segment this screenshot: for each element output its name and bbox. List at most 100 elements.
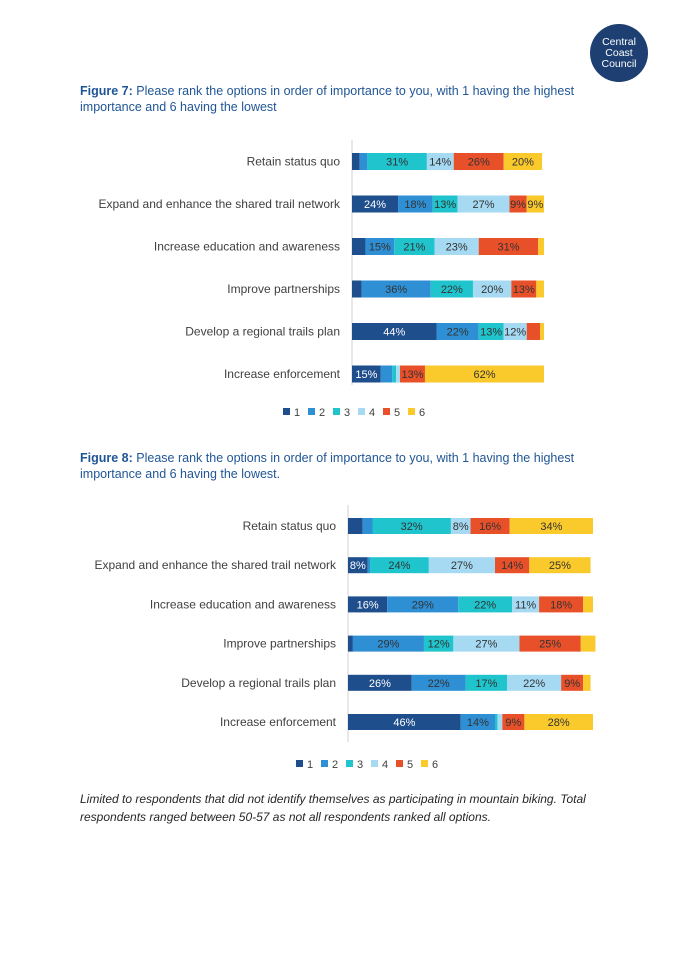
data-label: 14%	[501, 560, 523, 572]
bar-segment-rank-1	[348, 557, 368, 574]
bar-segment-rank-5	[511, 280, 537, 298]
bar-segment-rank-2	[362, 518, 373, 534]
legend-swatch	[283, 408, 290, 415]
data-label: 22%	[441, 284, 463, 296]
bar-segment-rank-5	[539, 596, 584, 613]
data-label: 12%	[428, 639, 450, 651]
bar-segment-rank-1	[352, 280, 362, 298]
data-label: 25%	[549, 560, 571, 572]
legend-label: 5	[394, 407, 400, 419]
bar-segment-rank-5	[561, 674, 584, 691]
category-label: Increase education and awareness	[154, 240, 340, 254]
bar-segment-rank-4	[428, 557, 495, 574]
legend-swatch	[383, 408, 390, 415]
legend-label: 3	[357, 759, 363, 771]
bar-segment-rank-1	[352, 238, 366, 255]
bar-segment-rank-6	[424, 365, 544, 383]
bar-segment-rank-2	[398, 195, 433, 213]
bar-segment-rank-2	[352, 635, 424, 652]
bar-segment-rank-6	[509, 518, 593, 534]
figure-7-text: Please rank the options in order of impo…	[80, 84, 575, 114]
category-label: Improve partnerships	[223, 637, 336, 651]
legend-label: 3	[344, 407, 350, 419]
data-label: 14%	[467, 717, 489, 729]
category-label: Develop a regional trails plan	[185, 325, 340, 339]
legend-swatch	[358, 408, 365, 415]
legend-swatch	[296, 760, 303, 767]
data-label: 26%	[369, 678, 391, 690]
legend-label: 1	[294, 407, 300, 419]
data-label: 25%	[539, 639, 561, 651]
data-label: 46%	[393, 717, 415, 729]
data-label: 27%	[473, 199, 495, 211]
legend-label: 4	[369, 407, 375, 419]
logo-line: Coast	[605, 46, 633, 59]
bar-segment-rank-2	[411, 674, 466, 691]
bar-segment-rank-3	[367, 153, 427, 170]
bar-segment-rank-6	[580, 635, 596, 652]
logo-line: Central	[602, 35, 636, 48]
legend-swatch	[421, 760, 428, 767]
data-label: 27%	[451, 560, 473, 572]
data-label: 24%	[388, 560, 410, 572]
figure-7-svg: Retain status quo 31% 14% 26% 20% Expand and …	[99, 140, 544, 419]
data-label: 62%	[473, 369, 495, 381]
bar-segment-rank-4	[472, 280, 512, 298]
data-label: 29%	[377, 639, 399, 651]
bar-segment-rank-1	[348, 518, 363, 534]
bar-segment-rank-6	[583, 674, 591, 691]
data-label: 13%	[401, 369, 423, 381]
category-label: Increase enforcement	[220, 715, 337, 729]
data-label: 27%	[475, 639, 497, 651]
data-label: 34%	[540, 521, 562, 533]
bar-segment-rank-5	[526, 323, 541, 340]
bar-segment-rank-4	[426, 153, 454, 170]
data-label: 20%	[481, 284, 503, 296]
bar-segment-rank-6	[529, 557, 591, 574]
bar-segment-rank-4	[396, 365, 400, 383]
figure-8-svg: Retain status quo 32% 8% 16% 34% Expand and e…	[95, 505, 596, 771]
data-label: 22%	[428, 678, 450, 690]
data-label: 13%	[513, 284, 535, 296]
bar-segment-rank-6	[503, 153, 543, 170]
bar-segment-rank-6	[583, 596, 593, 613]
bar-segment-rank-3	[370, 557, 429, 574]
figure-7-caption: Figure 7: Please rank the options in ord…	[80, 83, 600, 115]
bar-segment-rank-3	[465, 674, 508, 691]
data-label: 22%	[523, 678, 545, 690]
bar-segment-rank-5	[502, 714, 525, 730]
data-label: 36%	[385, 284, 407, 296]
data-label: 22%	[447, 327, 469, 339]
legend-swatch	[333, 408, 340, 415]
legend-swatch	[396, 760, 403, 767]
bar-segment-rank-5	[509, 195, 527, 213]
bar-segment-rank-6	[538, 238, 544, 255]
bar-segment-rank-2	[365, 238, 395, 255]
bar-segment-rank-4	[497, 714, 503, 730]
category-label: Expand and enhance the shared trail netw…	[99, 197, 341, 211]
data-label: 20%	[512, 157, 534, 169]
bar-segment-rank-5	[400, 365, 425, 383]
data-label: 21%	[403, 242, 425, 254]
data-label: 44%	[383, 327, 405, 339]
bar-segment-rank-1	[352, 323, 437, 340]
data-label: 15%	[369, 242, 391, 254]
bar-segment-rank-6	[524, 714, 593, 730]
legend-label: 6	[432, 759, 438, 771]
data-label: 17%	[475, 678, 497, 690]
data-label: 11%	[515, 599, 536, 611]
bar-segment-rank-6	[536, 280, 544, 298]
data-label: 26%	[468, 157, 490, 169]
data-label: 31%	[497, 242, 519, 254]
legend-swatch	[408, 408, 415, 415]
bar-segment-rank-1	[352, 195, 399, 213]
bar-segment-rank-3	[458, 596, 513, 613]
data-label: 24%	[364, 199, 386, 211]
data-label: 8%	[350, 560, 366, 572]
bar-segment-rank-2	[361, 280, 431, 298]
bar-segment-rank-5	[495, 557, 530, 574]
data-label: 23%	[446, 242, 468, 254]
data-label: 9%	[527, 199, 543, 211]
bar-segment-rank-1	[352, 153, 360, 170]
bar-segment-rank-4	[434, 238, 479, 255]
